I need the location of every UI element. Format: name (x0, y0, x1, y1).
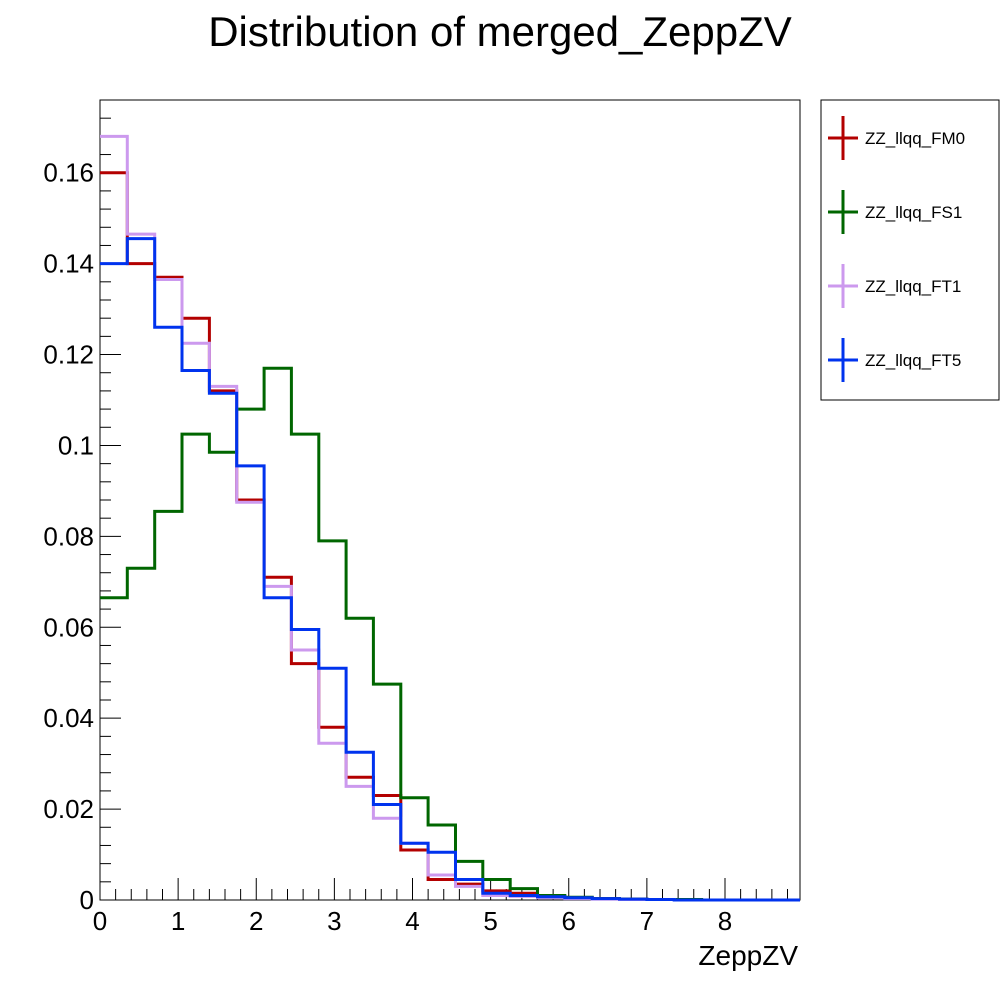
x-tick-label: 5 (483, 906, 497, 936)
legend: ZZ_llqq_FM0 ZZ_llqq_FS1 ZZ_llqq_FT1 ZZ_llqq… (820, 99, 1000, 401)
legend-box (820, 99, 1000, 401)
series-layer (100, 134, 800, 902)
legend-label: ZZ_llqq_FS1 (865, 203, 962, 222)
x-tick-label: 8 (718, 906, 732, 936)
series-line-zz-llqq-fm0 (100, 171, 800, 902)
x-tick-label: 2 (249, 906, 263, 936)
chart-title: Distribution of merged_ZeppZV (208, 8, 792, 55)
y-tick-label: 0 (80, 885, 94, 915)
axis-ticks (99, 99, 788, 901)
legend-label: ZZ_llqq_FT1 (865, 277, 961, 296)
y-tick-label: 0.12 (43, 340, 94, 370)
x-tick-label: 7 (640, 906, 654, 936)
y-tick-label: 0.16 (43, 158, 94, 188)
y-tick-label: 0.08 (43, 521, 94, 551)
y-tick-label: 0.06 (43, 612, 94, 642)
y-tick-label: 0.02 (43, 794, 94, 824)
series-line-zz-llqq-ft1 (100, 134, 800, 902)
y-tick-label: 0.1 (58, 430, 94, 460)
x-tick-label: 0 (93, 906, 107, 936)
x-tick-label: 4 (405, 906, 419, 936)
x-tick-label: 3 (327, 906, 341, 936)
y-tick-label: 0.04 (43, 703, 94, 733)
y-tick-label: 0.14 (43, 249, 94, 279)
series-line-zz-llqq-ft5 (100, 237, 800, 902)
legend-label: ZZ_llqq_FT5 (865, 351, 961, 370)
tick-labels: 0 1 2 3 4 5 6 7 8 0 0.02 0.04 0.06 0.08 0.1 0.12 0.14 0.1… (43, 158, 732, 936)
x-tick-label: 6 (562, 906, 576, 936)
x-tick-label: 1 (171, 906, 185, 936)
x-axis-title: ZeppZV (698, 940, 798, 971)
series-line-zz-llqq-fs1 (100, 366, 800, 902)
plot-frame (99, 99, 801, 901)
legend-label: ZZ_llqq_FM0 (865, 129, 965, 148)
